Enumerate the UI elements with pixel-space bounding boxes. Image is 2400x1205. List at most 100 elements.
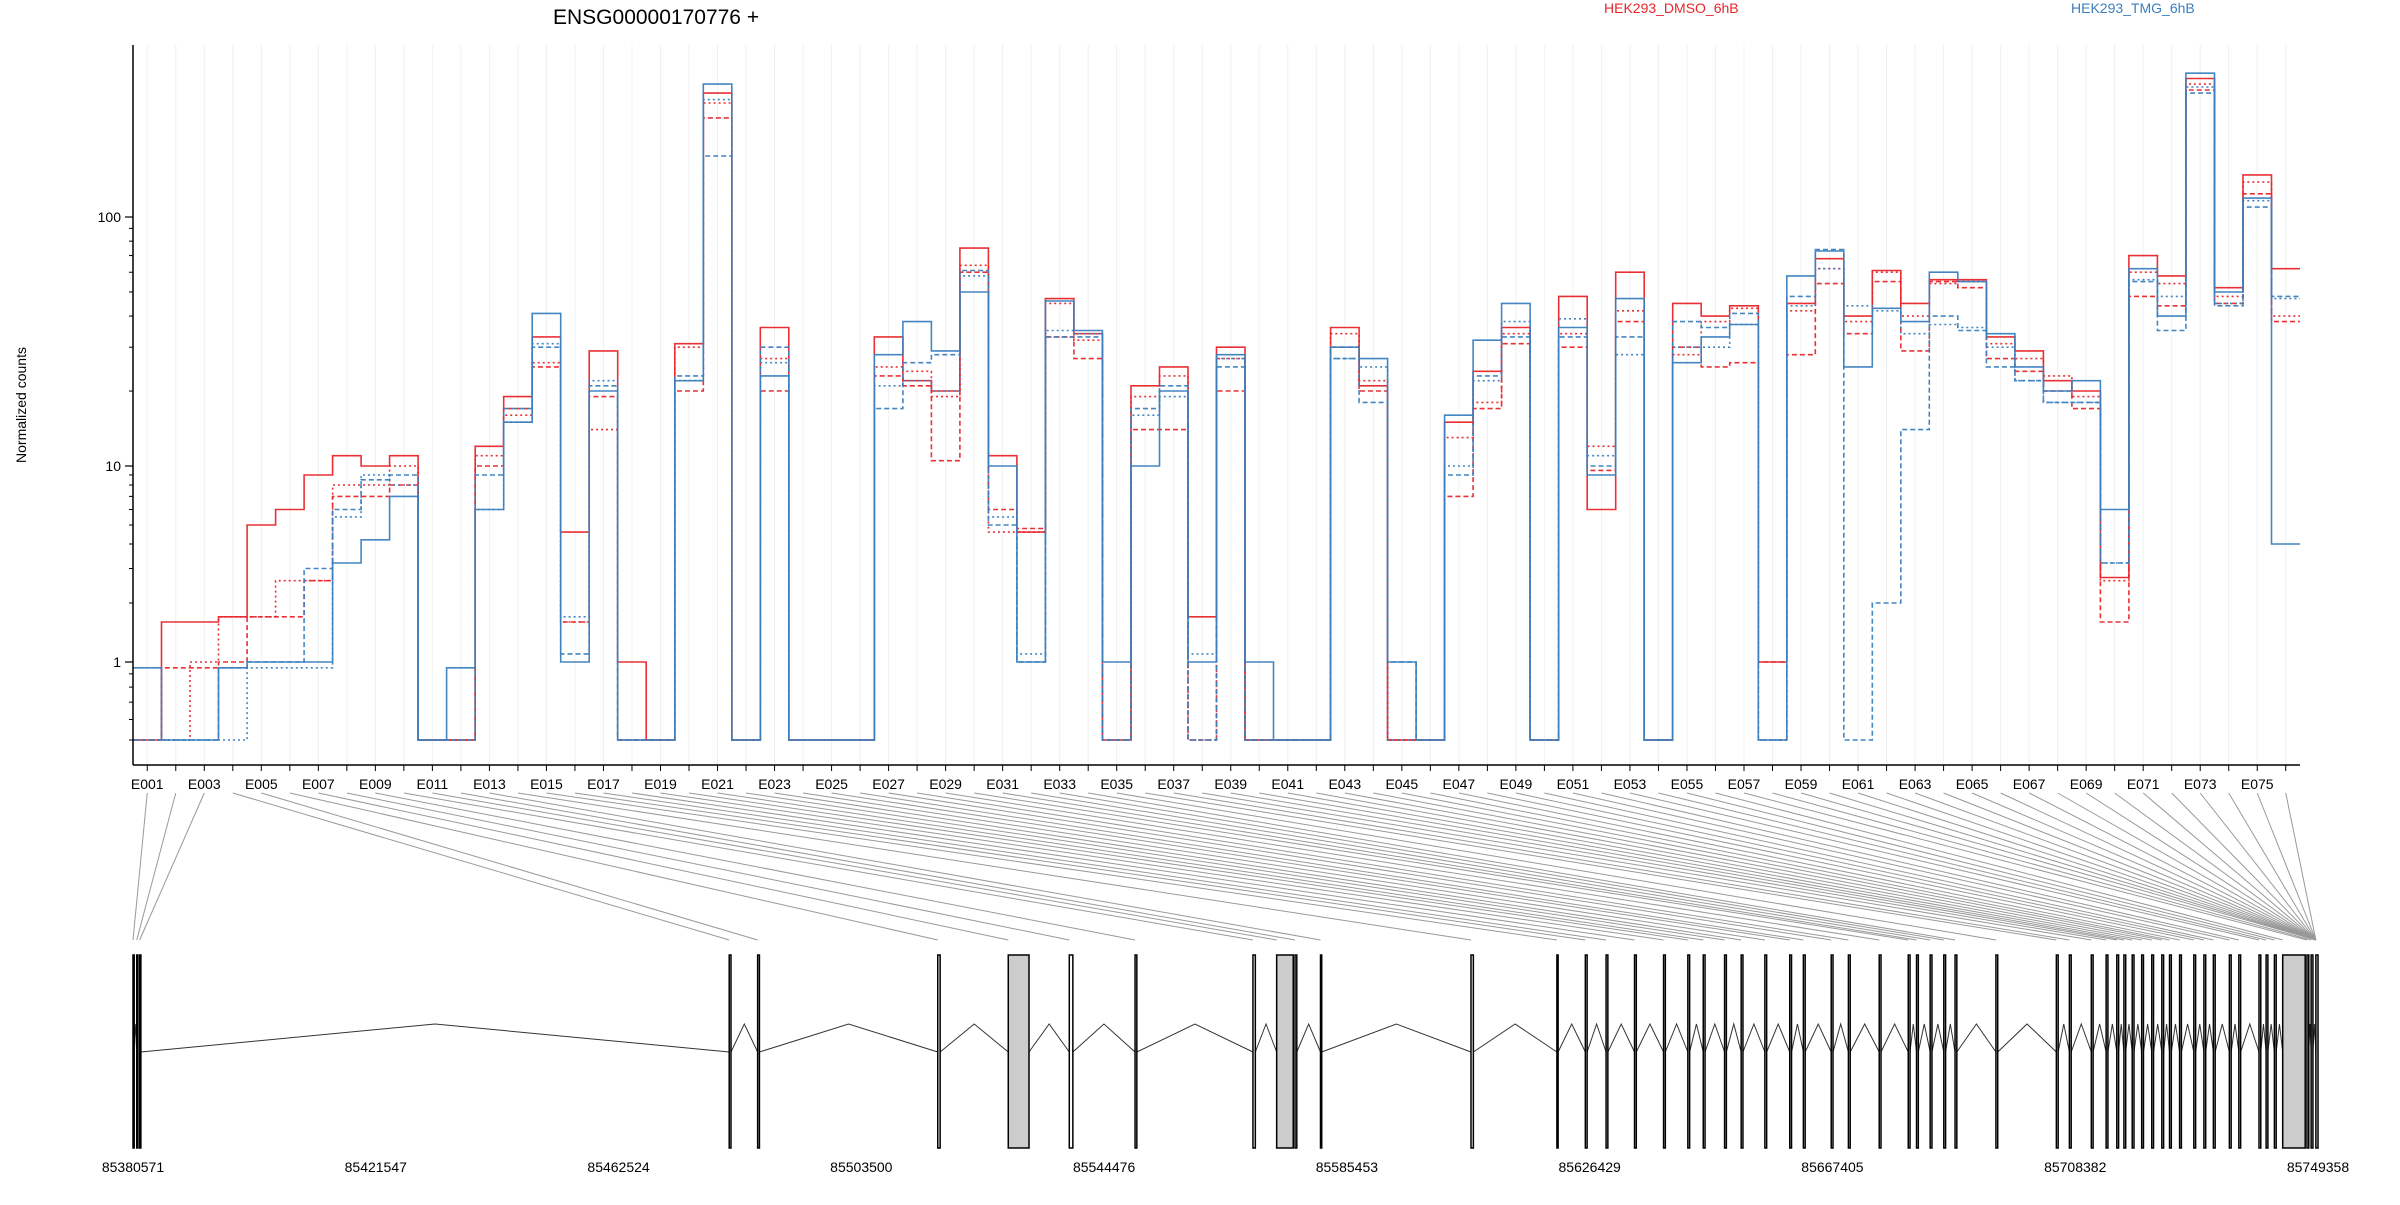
connector-line [403,792,1254,941]
connector-line [945,792,1880,941]
exon-box [728,954,732,1149]
connector-line [346,792,1070,941]
intron-line [1704,1022,1726,1053]
intron-line [1607,1022,1635,1053]
gene-model: 85380571 85421547 85462524 85503500 85544476… [102,954,2349,1175]
exon-box [2123,954,2127,1149]
connector-line [2057,792,2317,941]
x-tick-label: E051 [1557,776,1590,792]
intron-line [2057,1023,2070,1053]
x-tick-label: E067 [2013,776,2046,792]
intron-line [1804,1022,1832,1053]
intron-line [2230,1023,2240,1053]
connector-line [2000,792,2317,941]
series-line [133,86,2300,741]
intron-line [2180,1023,2195,1053]
intron-line [1473,1023,1558,1053]
connector-line [261,792,758,941]
exon-box [1584,954,1588,1149]
exon-box [2178,954,2183,1149]
connector-line [1230,792,2107,941]
intron-line [2125,1023,2133,1053]
exon-box [2140,954,2145,1149]
intron-line [1664,1022,1689,1053]
x-tick-label: E007 [302,776,335,792]
intron-line [1072,1023,1136,1053]
connector-line [132,792,148,941]
intron-line [1849,1022,1880,1053]
x-tick-label: E039 [1214,776,1247,792]
intron-line [2275,1023,2284,1053]
intron-line [2214,1023,2230,1053]
intron-line [2153,1023,2163,1053]
exon-box [2238,954,2242,1149]
chart-title: ENSG00000170776 + [553,6,759,29]
series-line [133,72,2300,741]
connector-line [1943,792,2317,941]
exon-box [2281,954,2306,1149]
exon-box [1740,954,1744,1149]
connector-line [1572,792,2230,941]
intron-line [1136,1023,1254,1053]
exon-box [2306,954,2310,1149]
connector-line [974,792,1909,941]
exon-box [1007,954,1030,1149]
exon-box [138,954,142,1149]
x-tick-label: E045 [1385,776,1418,792]
connector-line [2256,792,2317,941]
exon-box [2116,954,2120,1149]
connector-line [2028,792,2317,941]
exon-box [2258,954,2262,1149]
connector-line [517,792,1472,941]
intron-line [2107,1023,2118,1053]
x-tick-label: E037 [1157,776,1190,792]
exon-box [2212,954,2216,1149]
exon-box [1764,954,1768,1149]
connector-line [2199,792,2317,941]
intron-line [140,1023,730,1053]
exon-box [1275,954,1295,1149]
exon-box [1954,954,1958,1149]
exon-box [1802,954,1806,1149]
exon-connector-lines [132,792,2317,941]
genomic-coordinate-label: 85421547 [345,1159,408,1175]
connector-line [1629,792,2260,941]
connector-line [660,792,1664,941]
x-tick-label: E041 [1271,776,1304,792]
intron-line [2163,1023,2171,1053]
intron-line [1742,1022,1766,1053]
legend-label-tmg: HEK293_TMG_6hB [2071,0,2195,16]
genomic-coordinate-label: 85462524 [587,1159,650,1175]
connector-line [1031,792,1931,941]
exon-box [1702,954,1706,1149]
exon-box [1556,954,1559,1149]
x-tick-label: E059 [1785,776,1818,792]
intron-line [1296,1022,1321,1053]
genomic-coordinate-label: 85667405 [1801,1159,1864,1175]
exon-box [1915,954,1920,1149]
exon-box [2151,954,2155,1149]
exon-box [1319,954,1323,1149]
exon-box [2310,954,2314,1149]
connector-line [774,792,1742,941]
connector-line [1401,792,2162,941]
exon-box [1723,954,1728,1149]
intron-line [1557,1022,1586,1053]
connector-line [888,792,1832,941]
exon-box [2161,954,2165,1149]
exon-box [1134,954,1138,1149]
exon-box [1943,954,1947,1149]
connector-line [1857,792,2317,941]
intron-line [939,1023,1009,1053]
connector-line [2085,792,2317,941]
intron-line [1254,1022,1278,1053]
connector-line [1059,792,1944,941]
connector-line [1515,792,2205,941]
connector-line [1088,792,1956,941]
x-tick-label: E017 [587,776,620,792]
genomic-coordinate-label: 85503500 [830,1159,893,1175]
intron-line [2267,1023,2275,1053]
intron-line [1997,1023,2057,1053]
connector-line [1002,792,1917,941]
